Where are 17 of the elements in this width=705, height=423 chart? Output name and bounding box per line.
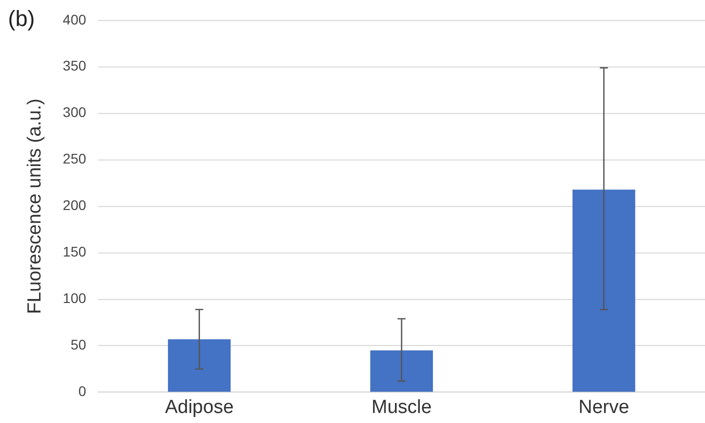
y-tick-label: 250 <box>62 150 86 167</box>
y-tick-label: 200 <box>62 197 86 214</box>
chart-title: (b) <box>8 6 35 32</box>
bar <box>168 339 231 392</box>
y-tick-label: 0 <box>78 383 86 400</box>
y-tick-label: 300 <box>62 104 86 120</box>
y-tick-label: 100 <box>62 290 86 306</box>
x-tick-label: Adipose <box>164 396 234 418</box>
bar <box>370 350 433 392</box>
x-tick-label: Muscle <box>371 396 432 418</box>
y-tick-label: 350 <box>62 58 86 74</box>
y-tick-label: 50 <box>70 336 86 353</box>
y-tick-label: 150 <box>62 244 86 260</box>
bar <box>572 190 636 392</box>
y-tick-label: 400 <box>62 11 86 28</box>
y-axis-title: FLuorescence units (a.u.) <box>24 98 46 314</box>
x-tick-label: Nerve <box>578 396 630 418</box>
